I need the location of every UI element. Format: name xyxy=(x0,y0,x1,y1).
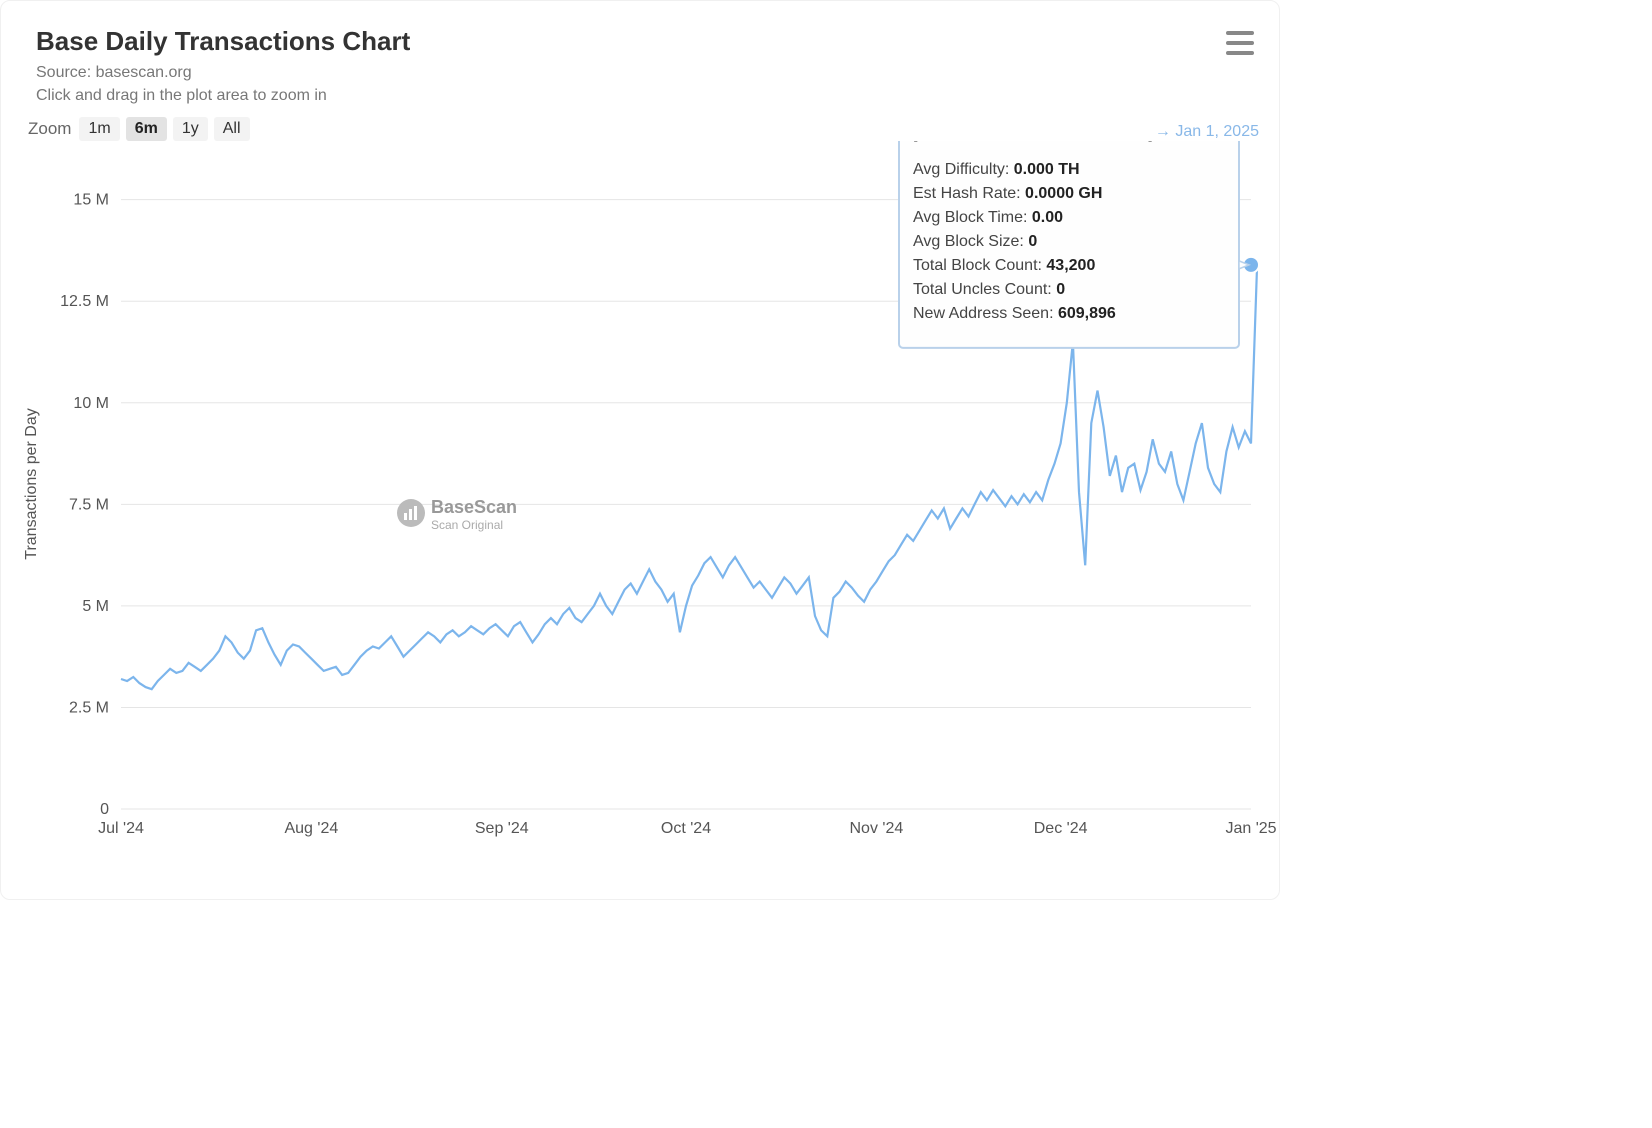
y-axis-title: Transactions per Day xyxy=(23,409,40,560)
y-tick-label: 2.5 M xyxy=(69,700,109,717)
zoom-6m-button[interactable]: 6m xyxy=(126,117,167,141)
svg-text:Scan Original: Scan Original xyxy=(431,518,503,532)
zoom-label: Zoom xyxy=(28,119,71,139)
x-tick-label: Dec '24 xyxy=(1034,820,1088,837)
y-tick-label: 0 xyxy=(100,801,109,818)
tooltip-row: Avg Difficulty: 0.000 TH xyxy=(913,161,1080,178)
tooltip-row: Total Block Count: 43,200 xyxy=(913,257,1095,274)
range-arrow: → xyxy=(1155,123,1171,140)
chart-source: Source: basescan.org xyxy=(36,61,410,84)
x-tick-label: Oct '24 xyxy=(661,820,711,837)
chart-area[interactable]: 0 2.5 M 5 M 7.5 M 10 M 12.5 M 15 M Jul '24 Aug '… xyxy=(16,141,1264,861)
x-tick-label: Nov '24 xyxy=(850,820,904,837)
x-tick-label: Sep '24 xyxy=(475,820,529,837)
y-tick-label: 5 M xyxy=(82,598,109,615)
tooltip-row: Total Uncles Count: 0 xyxy=(913,281,1065,298)
x-tick-label: Aug '24 xyxy=(284,820,338,837)
zoom-all-button[interactable]: All xyxy=(214,117,250,141)
chart-hint: Click and drag in the plot area to zoom … xyxy=(36,84,410,107)
tooltip-row: New Address Seen: 609,896 xyxy=(913,305,1116,322)
chart-title: Base Daily Transactions Chart xyxy=(36,26,410,57)
zoom-1y-button[interactable]: 1y xyxy=(173,117,208,141)
x-tick-label: Jan '25 xyxy=(1225,820,1276,837)
y-tick-label: 12.5 M xyxy=(60,294,109,311)
y-tick-label: 7.5 M xyxy=(69,497,109,514)
date-range[interactable]: → Jan 1, 2025 xyxy=(1155,123,1259,141)
zoom-1m-button[interactable]: 1m xyxy=(79,117,119,141)
tooltip-row: Avg Block Size: 0 xyxy=(913,233,1037,250)
y-tick-label: 10 M xyxy=(73,395,109,412)
watermark: BaseScanScan Original xyxy=(397,497,517,532)
chart-card: Base Daily Transactions Chart Source: ba… xyxy=(0,0,1280,900)
tooltip: Wednesday, January 1, 2025[ Total Transa… xyxy=(899,141,1249,348)
range-end: Jan 1, 2025 xyxy=(1175,123,1259,140)
zoom-controls: Zoom 1m 6m 1y All xyxy=(28,117,1264,141)
tooltip-row: Avg Block Time: 0.00 xyxy=(913,209,1063,226)
tooltip-row: Est Hash Rate: 0.0000 GH xyxy=(913,185,1102,202)
menu-icon[interactable] xyxy=(1226,31,1254,55)
x-tick-label: Jul '24 xyxy=(98,820,144,837)
tooltip-metric: [ Total Transactions : 13,394,092 ] xyxy=(913,141,1153,142)
y-tick-label: 15 M xyxy=(73,192,109,209)
svg-text:BaseScan: BaseScan xyxy=(431,497,517,517)
